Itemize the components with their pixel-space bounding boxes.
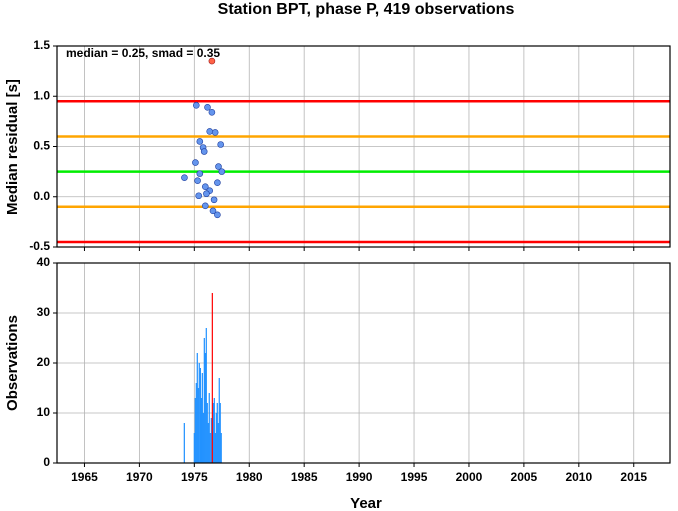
bar (219, 403, 221, 463)
x-tick-label: 2005 (511, 470, 538, 484)
bar (210, 418, 212, 463)
bar (211, 293, 213, 463)
point (209, 207, 217, 215)
bar (196, 353, 198, 463)
chart-title: Station BPT, phase P, 419 observations (218, 1, 515, 18)
bar (199, 368, 201, 463)
x-tick-label: 2010 (565, 470, 592, 484)
plot-frame (56, 262, 671, 464)
x-tick-label: 2000 (456, 470, 483, 484)
bar (214, 433, 216, 463)
point (195, 192, 203, 200)
bar (213, 398, 215, 463)
bar (205, 328, 207, 463)
point (200, 148, 208, 155)
point (192, 159, 199, 166)
plot-frame (56, 45, 671, 248)
point (215, 163, 222, 170)
x-tick-label: 1995 (401, 470, 428, 484)
bar (201, 373, 203, 463)
bar (200, 398, 202, 463)
x-tick-label: 1975 (181, 470, 208, 484)
point (196, 138, 204, 145)
outlier-point (208, 57, 216, 65)
y-tick-label: -0.5 (29, 239, 50, 253)
point (210, 196, 218, 204)
x-tick-label: 1990 (346, 470, 373, 484)
y-axis-label: Observations (4, 315, 21, 411)
bar (215, 413, 217, 463)
y-axis-label: Median residual [s] (4, 79, 21, 215)
bar (204, 353, 206, 463)
y-tick-label: 1.5 (33, 38, 50, 52)
bar (194, 398, 196, 463)
point (218, 168, 226, 175)
x-tick-label: 1965 (71, 470, 98, 484)
x-axis-label: Year (350, 495, 382, 511)
bar (195, 383, 197, 463)
point (181, 174, 188, 181)
point (214, 179, 221, 186)
x-tick-label: 2015 (620, 470, 647, 484)
bar (216, 403, 218, 463)
point (202, 183, 209, 190)
bar (208, 393, 210, 463)
point (194, 177, 201, 184)
point (206, 128, 214, 135)
bar (197, 388, 199, 463)
bar (209, 433, 211, 463)
point (208, 109, 216, 116)
annotation: median = 0.25, smad = 0.35 (66, 46, 220, 60)
y-tick-label: 1.0 (33, 88, 50, 102)
x-tick-label: 1970 (126, 470, 153, 484)
bar (207, 423, 209, 463)
y-tick-label: 30 (37, 305, 51, 319)
bar (218, 378, 220, 463)
bar (220, 433, 222, 463)
x-tick-label: 1985 (291, 470, 318, 484)
point (203, 190, 210, 198)
bar (212, 403, 214, 463)
point (192, 101, 200, 109)
y-tick-label: 40 (37, 255, 51, 269)
bar (198, 363, 200, 463)
y-tick-label: 10 (37, 405, 51, 419)
y-tick-label: 0.0 (33, 189, 50, 203)
bar (206, 403, 208, 463)
bar (193, 433, 195, 463)
y-tick-label: 0 (43, 455, 50, 469)
point (211, 129, 219, 136)
point (214, 211, 221, 219)
point (217, 141, 224, 148)
bar (203, 338, 205, 463)
bar (202, 413, 204, 463)
bar (217, 423, 219, 463)
point (202, 202, 209, 210)
point (204, 104, 211, 111)
bar (183, 423, 185, 463)
y-tick-label: 0.5 (33, 139, 50, 153)
x-tick-label: 1980 (236, 470, 263, 484)
y-tick-label: 20 (37, 355, 51, 369)
point (196, 170, 204, 177)
